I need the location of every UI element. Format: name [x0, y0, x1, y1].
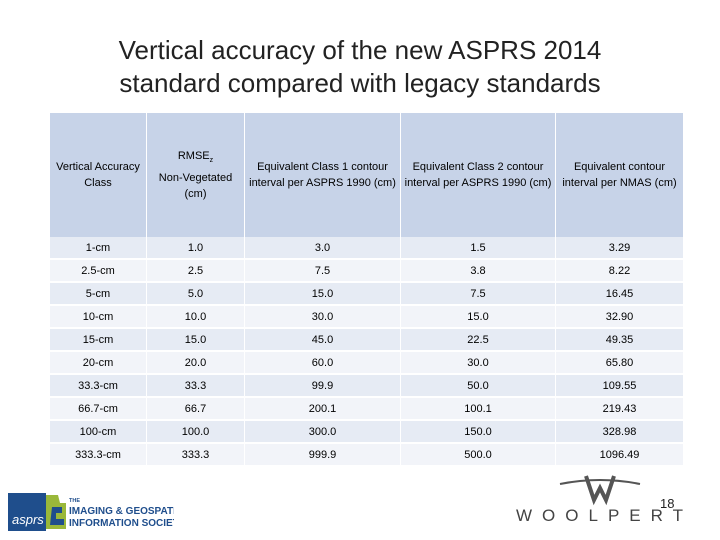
cell-class1: 3.0	[245, 237, 401, 260]
cell-class2: 3.8	[401, 260, 556, 283]
table-row: 10-cm 10.0 30.0 15.0 32.90	[50, 306, 683, 329]
cell-class: 20-cm	[50, 352, 147, 375]
cell-nmas: 328.98	[556, 421, 683, 444]
cell-nmas: 219.43	[556, 398, 683, 421]
table-row: 15-cm 15.0 45.0 22.5 49.35	[50, 329, 683, 352]
cell-rmse: 20.0	[147, 352, 245, 375]
table-row: 100-cm 100.0 300.0 150.0 328.98	[50, 421, 683, 444]
cell-class: 1-cm	[50, 237, 147, 260]
cell-rmse: 2.5	[147, 260, 245, 283]
cell-nmas: 65.80	[556, 352, 683, 375]
cell-class2: 1.5	[401, 237, 556, 260]
header-rmse-sub: z	[209, 157, 214, 165]
cell-nmas: 1096.49	[556, 444, 683, 467]
table-row: 5-cm 5.0 15.0 7.5 16.45	[50, 283, 683, 306]
header-nmas-contour: Equivalent contour interval per NMAS (cm…	[556, 113, 683, 237]
cell-class2: 15.0	[401, 306, 556, 329]
cell-class: 33.3-cm	[50, 375, 147, 398]
cell-class2: 7.5	[401, 283, 556, 306]
header-vertical-accuracy-class: Vertical Accuracy Class	[50, 113, 147, 237]
header-rmse-base: RMSE	[177, 150, 210, 163]
cell-nmas: 32.90	[556, 306, 683, 329]
asprs-logo-square	[8, 493, 46, 531]
cell-nmas: 8.22	[556, 260, 683, 283]
slide-title: Vertical accuracy of the new ASPRS 2014 …	[60, 34, 660, 100]
cell-class: 2.5-cm	[50, 260, 147, 283]
asprs-wordmark: asprs	[12, 512, 44, 527]
cell-nmas: 3.29	[556, 237, 683, 260]
table-row: 20-cm 20.0 60.0 30.0 65.80	[50, 352, 683, 375]
table-row: 33.3-cm 33.3 99.9 50.0 109.55	[50, 375, 683, 398]
table-row: 333.3-cm 333.3 999.9 500.0 1096.49	[50, 444, 683, 467]
cell-class: 5-cm	[50, 283, 147, 306]
cell-class1: 30.0	[245, 306, 401, 329]
cell-rmse: 100.0	[147, 421, 245, 444]
cell-class: 333.3-cm	[50, 444, 147, 467]
asprs-logo: asprs THE IMAGING & GEOSPATIAL INFORMATI…	[8, 493, 174, 531]
cell-class1: 15.0	[245, 283, 401, 306]
header-class2-contour: Equivalent Class 2 contour interval per …	[401, 113, 556, 237]
cell-class2: 50.0	[401, 375, 556, 398]
asprs-the: THE	[69, 498, 80, 504]
slide-title-line1: Vertical accuracy of the new ASPRS 2014	[118, 35, 602, 65]
slide-title-line2: standard compared with legacy standards	[119, 68, 601, 98]
cell-rmse: 5.0	[147, 283, 245, 306]
cell-class1: 300.0	[245, 421, 401, 444]
cell-class1: 60.0	[245, 352, 401, 375]
cell-nmas: 16.45	[556, 283, 683, 306]
cell-rmse: 66.7	[147, 398, 245, 421]
page-number: 18	[660, 496, 675, 511]
cell-rmse: 33.3	[147, 375, 245, 398]
asprs-line1: IMAGING & GEOSPATIAL	[69, 506, 174, 517]
cell-class: 10-cm	[50, 306, 147, 329]
table-row: 66.7-cm 66.7 200.1 100.1 219.43	[50, 398, 683, 421]
table-header-row: Vertical Accuracy Class RMSEz Non-Vegeta…	[50, 113, 683, 237]
cell-class1: 99.9	[245, 375, 401, 398]
cell-class: 15-cm	[50, 329, 147, 352]
cell-rmse: 10.0	[147, 306, 245, 329]
woolpert-w-mark	[584, 475, 616, 506]
cell-class2: 150.0	[401, 421, 556, 444]
cell-class: 100-cm	[50, 421, 147, 444]
cell-rmse: 1.0	[147, 237, 245, 260]
asprs-logo-inner-shape	[50, 507, 64, 525]
cell-rmse: 15.0	[147, 329, 245, 352]
cell-class1: 7.5	[245, 260, 401, 283]
cell-class2: 30.0	[401, 352, 556, 375]
cell-nmas: 49.35	[556, 329, 683, 352]
cell-class2: 100.1	[401, 398, 556, 421]
header-class1-contour: Equivalent Class 1 contour interval per …	[245, 113, 401, 237]
cell-class: 66.7-cm	[50, 398, 147, 421]
header-rmse: RMSEz Non-Vegetated (cm)	[147, 113, 245, 237]
cell-class1: 999.9	[245, 444, 401, 467]
cell-class1: 200.1	[245, 398, 401, 421]
cell-class2: 22.5	[401, 329, 556, 352]
header-rmse-line2: Non-Vegetated	[158, 171, 233, 184]
table-row: 2.5-cm 2.5 7.5 3.8 8.22	[50, 260, 683, 283]
header-rmse-line3: (cm)	[184, 187, 207, 200]
cell-class2: 500.0	[401, 444, 556, 467]
cell-class1: 45.0	[245, 329, 401, 352]
woolpert-wordmark: WOOLPERT	[516, 506, 688, 525]
table-row: 1-cm 1.0 3.0 1.5 3.29	[50, 237, 683, 260]
cell-rmse: 333.3	[147, 444, 245, 467]
accuracy-table: Vertical Accuracy Class RMSEz Non-Vegeta…	[50, 113, 683, 467]
asprs-line2: INFORMATION SOCIETY	[69, 518, 174, 529]
woolpert-logo: WOOLPERT	[516, 475, 688, 525]
woolpert-arc	[559, 479, 641, 485]
cell-nmas: 109.55	[556, 375, 683, 398]
